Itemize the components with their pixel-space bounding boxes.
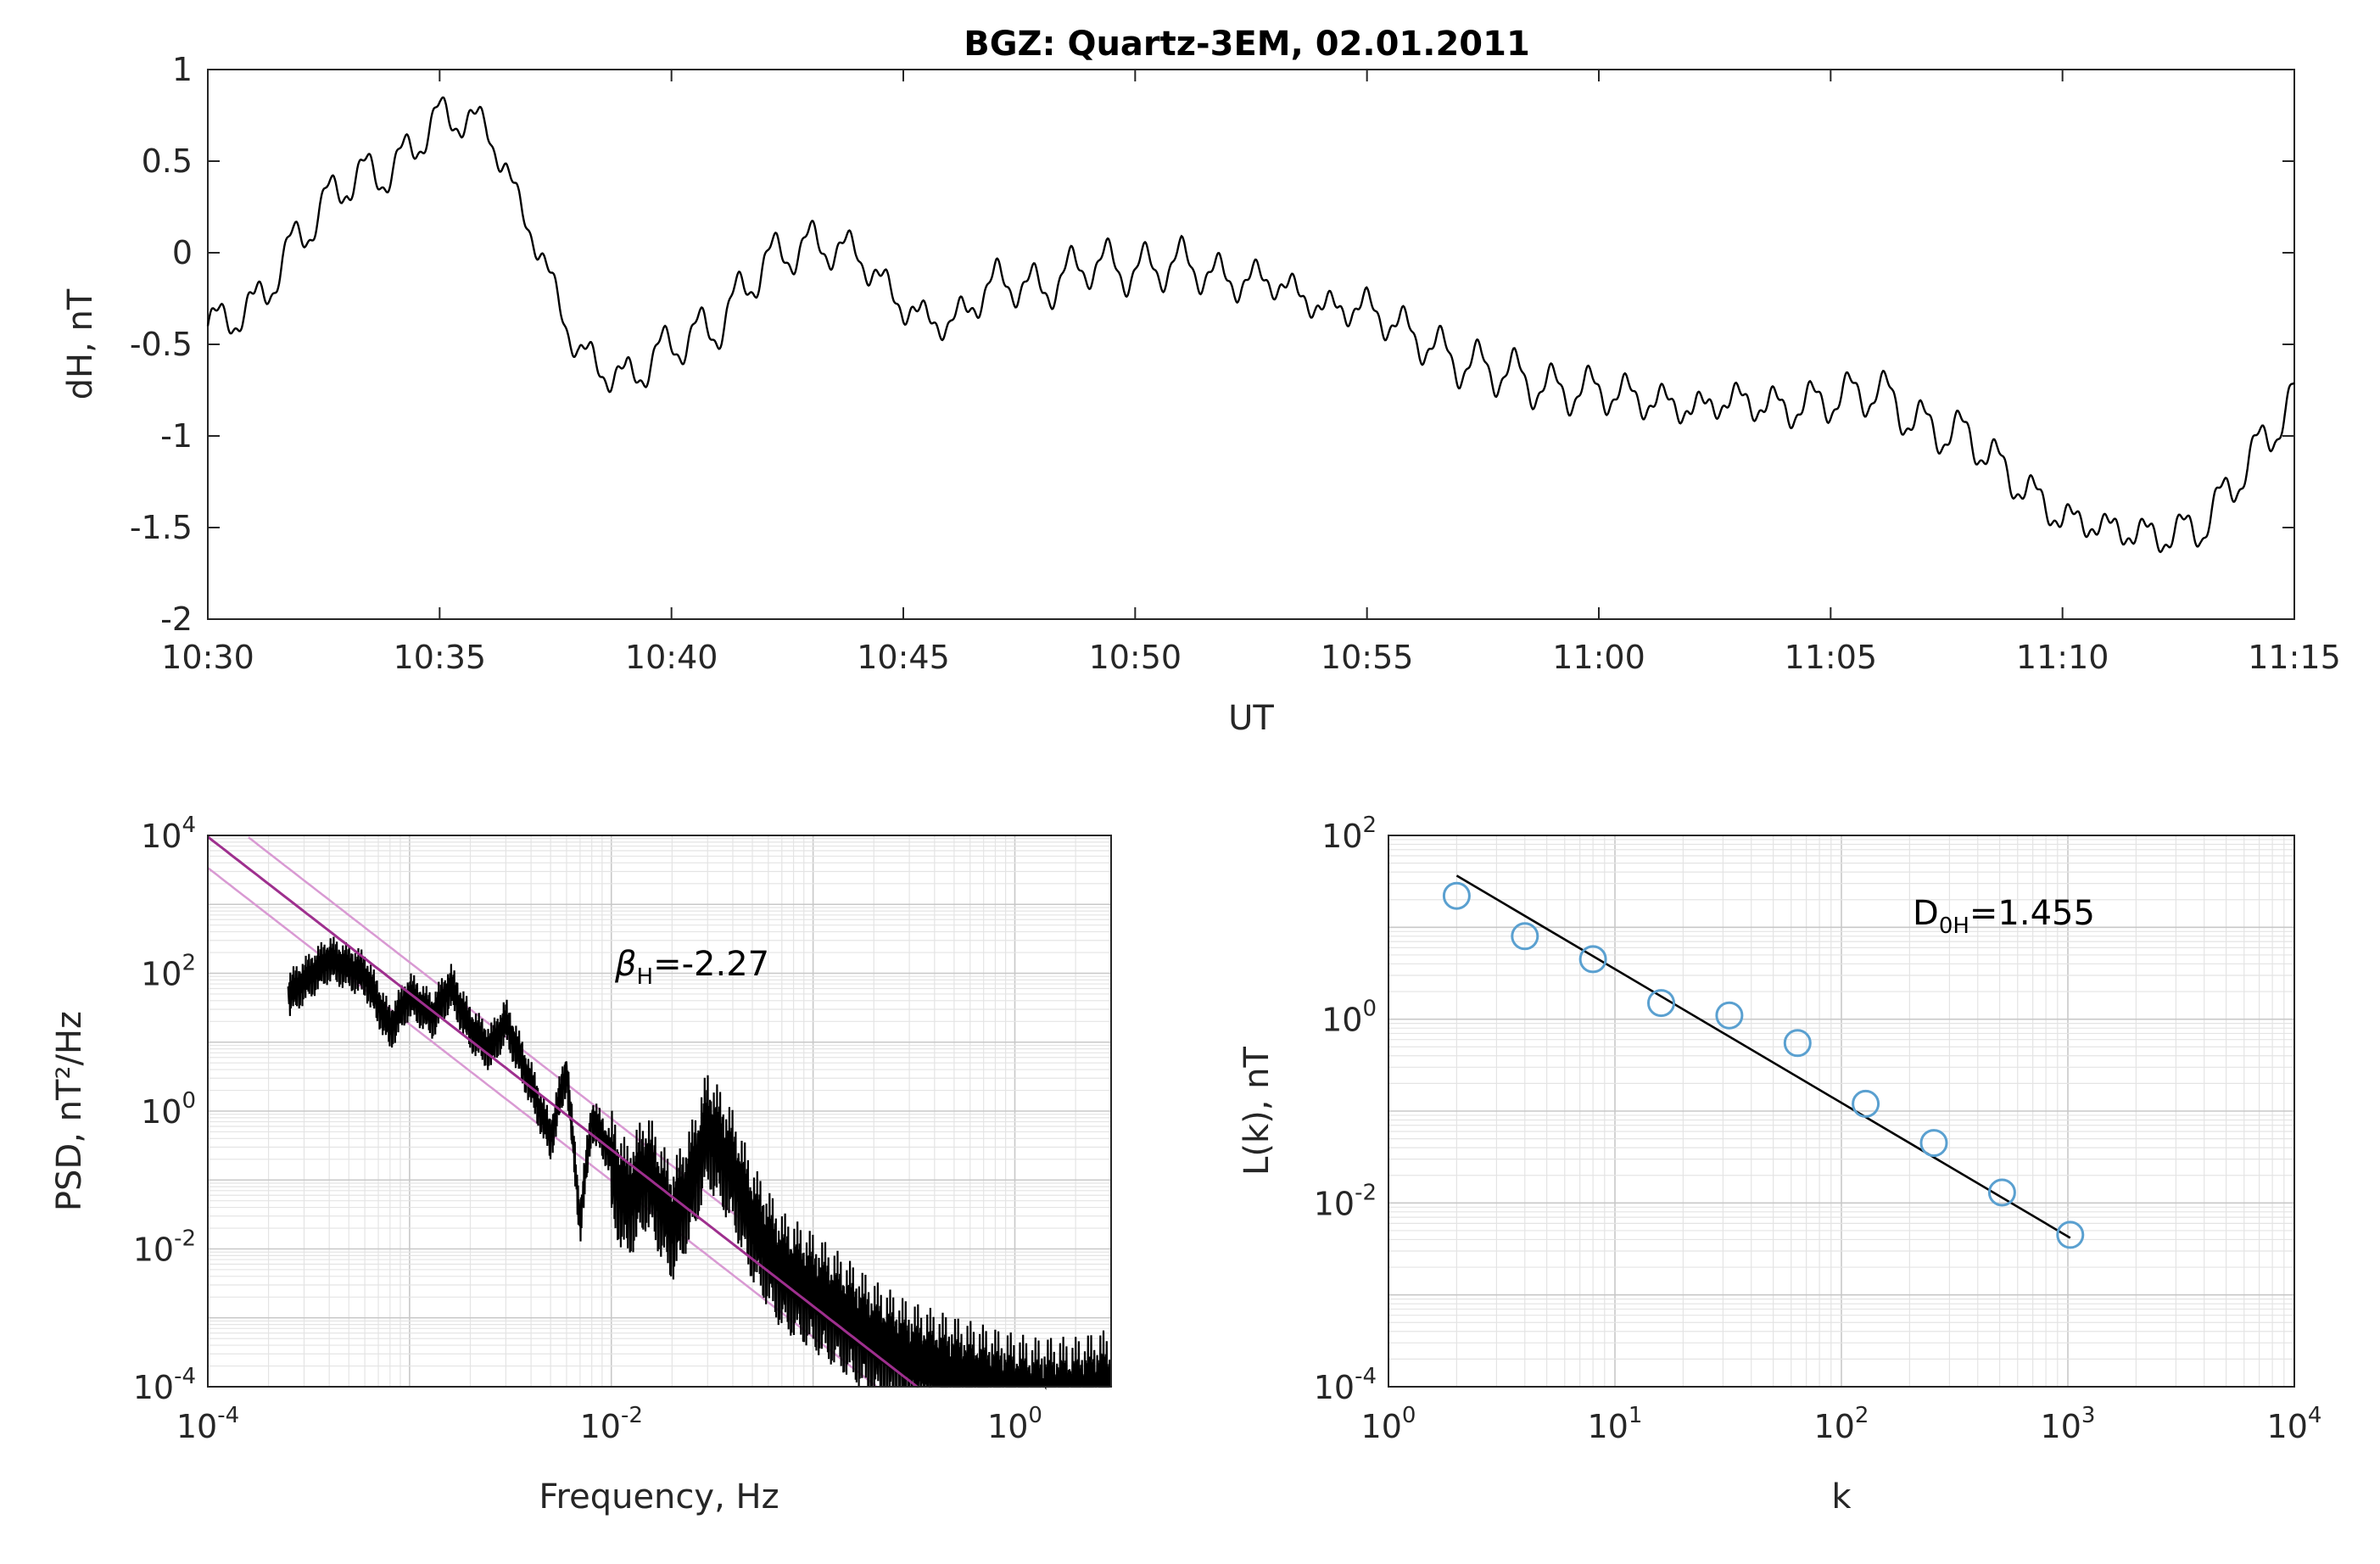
x-axis-label: UT xyxy=(1228,699,1274,738)
y-tick-label: -2 xyxy=(160,600,193,638)
x-tick-label: 101 xyxy=(1588,1403,1643,1445)
x-tick-labels: 10:30 10:35 10:40 10:45 10:50 10:55 11:00 11:05… xyxy=(161,639,2341,676)
x-tick-label: 102 xyxy=(1814,1403,1869,1445)
lk-point xyxy=(2056,1220,2085,1249)
d0h-annotation: D0H=1.455 xyxy=(1913,894,2095,939)
x-tick-label: 11:05 xyxy=(1785,639,1878,676)
lk-frame xyxy=(1388,835,2295,1388)
lk-fit-line xyxy=(1455,874,2071,1239)
x-tick-label: 100 xyxy=(987,1403,1042,1445)
x-tick-label: 10:35 xyxy=(394,639,487,676)
time-series-panel: BGZ: Quartz-3EM, 02.01.2011 10:30 10:35 10… xyxy=(61,25,2341,738)
lk-x-tick-labels: 100 101 102 103 104 xyxy=(1361,1403,2322,1445)
lk-point xyxy=(1852,1089,1880,1118)
y-tick-label: 102 xyxy=(1321,813,1377,855)
y-tick-label: -0.5 xyxy=(130,326,193,363)
y-tick-label: 10-4 xyxy=(1314,1364,1377,1406)
lk-y-axis-label: L(k), nT xyxy=(1237,1046,1277,1175)
x-tick-label: 100 xyxy=(1361,1403,1416,1445)
y-tick-label: 10-2 xyxy=(133,1226,196,1269)
psd-y-tick-labels: 104 102 100 10-2 10-4 xyxy=(133,813,196,1406)
y-tick-label: 0.5 xyxy=(142,142,193,180)
dh-series-line xyxy=(206,96,2295,554)
lk-point xyxy=(1987,1178,2016,1207)
x-tick-label: 104 xyxy=(2267,1403,2322,1445)
x-tick-label: 10:45 xyxy=(857,639,950,676)
y-axis-label: dH, nT xyxy=(61,288,100,399)
x-tick-label: 10:30 xyxy=(161,639,254,676)
y-tick-label: 10-4 xyxy=(133,1364,196,1406)
lk-grid xyxy=(1388,835,2295,1388)
x-tick-label: 11:15 xyxy=(2248,639,2341,676)
y-tick-label: 102 xyxy=(141,951,196,993)
y-tick-label: 1 xyxy=(172,51,193,88)
y-tick-label: -1.5 xyxy=(130,509,193,546)
psd-fit-line xyxy=(207,835,918,1388)
lk-point xyxy=(1511,922,1539,951)
psd-frame xyxy=(207,835,1112,1388)
lk-point xyxy=(1919,1129,1948,1158)
x-tick-label: 103 xyxy=(2041,1403,2096,1445)
y-tick-label: 0 xyxy=(172,234,193,271)
lk-points xyxy=(1442,881,2085,1249)
x-tick-label: 10:50 xyxy=(1089,639,1182,676)
x-tick-label: 11:00 xyxy=(1552,639,1645,676)
beta-annotation: βH=-2.27 xyxy=(614,945,769,990)
lk-point xyxy=(1442,881,1471,910)
x-tick-label: 10-4 xyxy=(176,1403,239,1445)
lk-panel: 100 101 102 103 104 102 100 10-2 10-4 k L(k), n… xyxy=(1237,813,2321,1517)
lk-x-axis-label: k xyxy=(1831,1477,1852,1517)
x-tick-label: 10-2 xyxy=(580,1403,643,1445)
y-tick-label: 10-2 xyxy=(1314,1180,1377,1222)
x-tick-label: 10:40 xyxy=(625,639,718,676)
y-tick-label: 104 xyxy=(141,813,196,855)
psd-panel: 10-4 10-2 100 104 102 100 10-2 10-4 Frequency,… xyxy=(50,813,1113,1517)
lk-point xyxy=(1647,989,1675,1018)
y-tick-label: 100 xyxy=(1321,997,1377,1039)
psd-y-axis-label: PSD, nT²/Hz xyxy=(50,1011,89,1211)
chart-title: BGZ: Quartz-3EM, 02.01.2011 xyxy=(964,25,1530,64)
psd-x-axis-label: Frequency, Hz xyxy=(539,1477,779,1517)
lk-point xyxy=(1715,1001,1744,1030)
psd-spectrum-line xyxy=(287,936,1113,1391)
lk-y-tick-labels: 102 100 10-2 10-4 xyxy=(1314,813,1377,1406)
y-tick-label: 100 xyxy=(141,1088,196,1131)
psd-x-tick-labels: 10-4 10-2 100 xyxy=(176,1403,1042,1445)
lk-point xyxy=(1578,945,1607,974)
y-tick-labels: 1 0.5 0 -0.5 -1 -1.5 -2 xyxy=(130,51,193,638)
x-tick-label: 10:55 xyxy=(1321,639,1414,676)
x-tick-label: 11:10 xyxy=(2016,639,2109,676)
y-tick-label: -1 xyxy=(160,417,193,455)
lk-point xyxy=(1783,1029,1812,1058)
time-series-frame xyxy=(207,69,2295,620)
